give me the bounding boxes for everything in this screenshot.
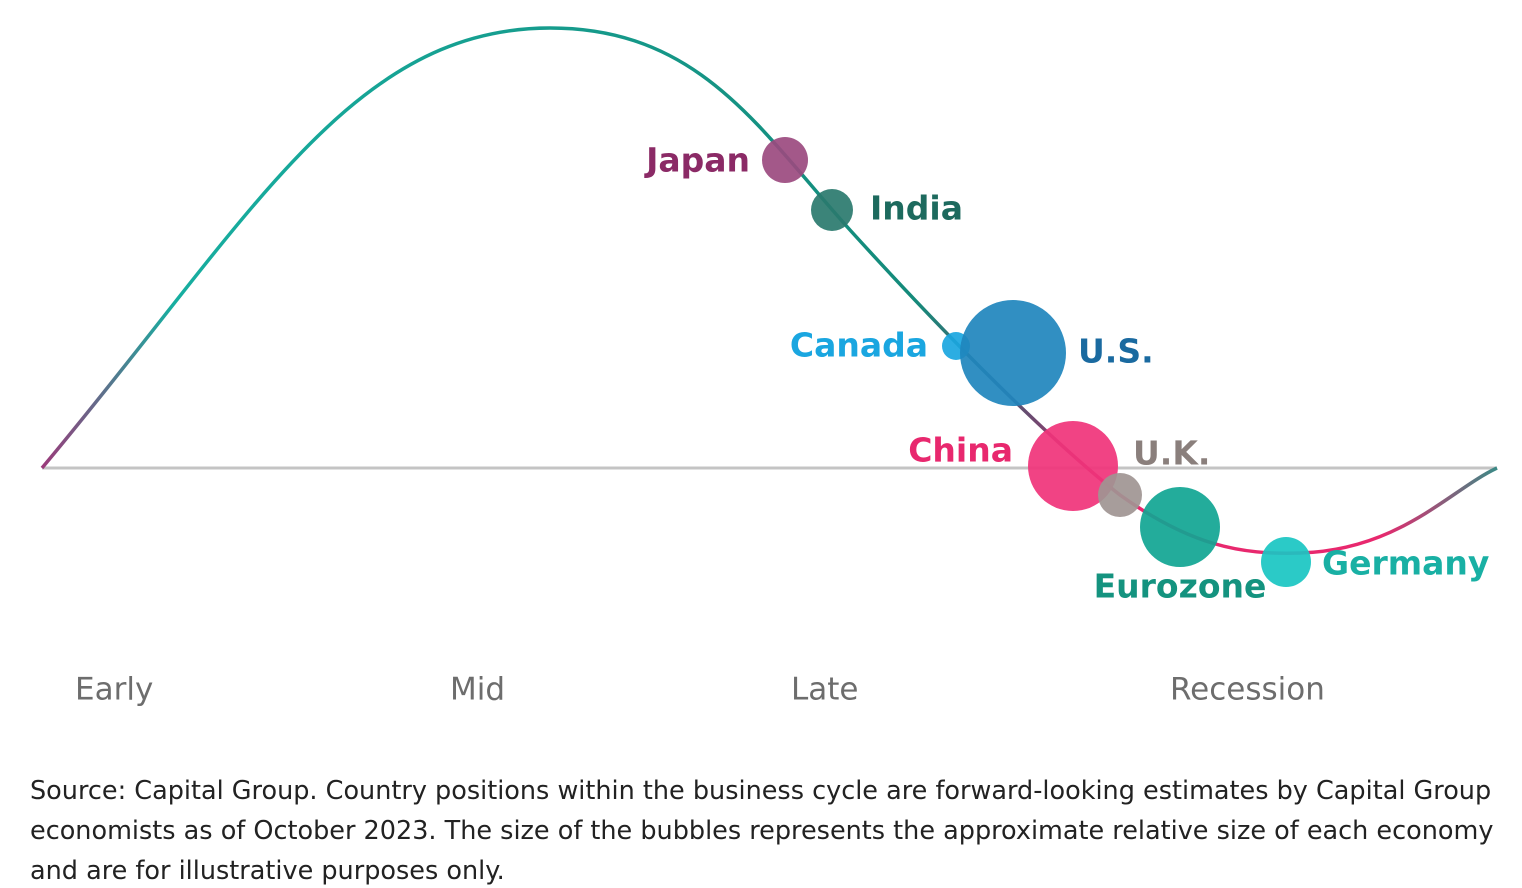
- source-line: and are for illustrative purposes only.: [30, 856, 505, 886]
- phase-label: Mid: [450, 672, 505, 708]
- country-label: Canada: [790, 326, 928, 365]
- phase-label: Recession: [1170, 672, 1325, 708]
- country-label: Eurozone: [1094, 567, 1267, 606]
- bubble: [1028, 421, 1118, 511]
- country-label: Germany: [1322, 544, 1489, 583]
- country-label: China: [908, 431, 1013, 470]
- source-line: Source: Capital Group. Country positions…: [30, 776, 1491, 806]
- bubble: [1261, 537, 1311, 587]
- bubble: [811, 189, 853, 231]
- country-label: U.S.: [1078, 332, 1154, 371]
- cycle-curve: [40, 26, 1498, 555]
- phase-label: Late: [791, 672, 859, 708]
- bubbles: [762, 137, 1311, 587]
- labels: Japan India Canada U.S. China U.K. Eurozone Ger…: [644, 141, 1489, 606]
- bubble: [1098, 473, 1142, 517]
- bubble: [762, 137, 808, 183]
- country-label: Japan: [644, 141, 750, 180]
- bubble: [1140, 487, 1220, 567]
- bubble: [960, 300, 1066, 406]
- country-label: U.K.: [1133, 434, 1210, 473]
- phase-label: Early: [75, 672, 153, 708]
- country-label: India: [870, 189, 963, 228]
- source-line: economists as of October 2023. The size …: [30, 816, 1493, 846]
